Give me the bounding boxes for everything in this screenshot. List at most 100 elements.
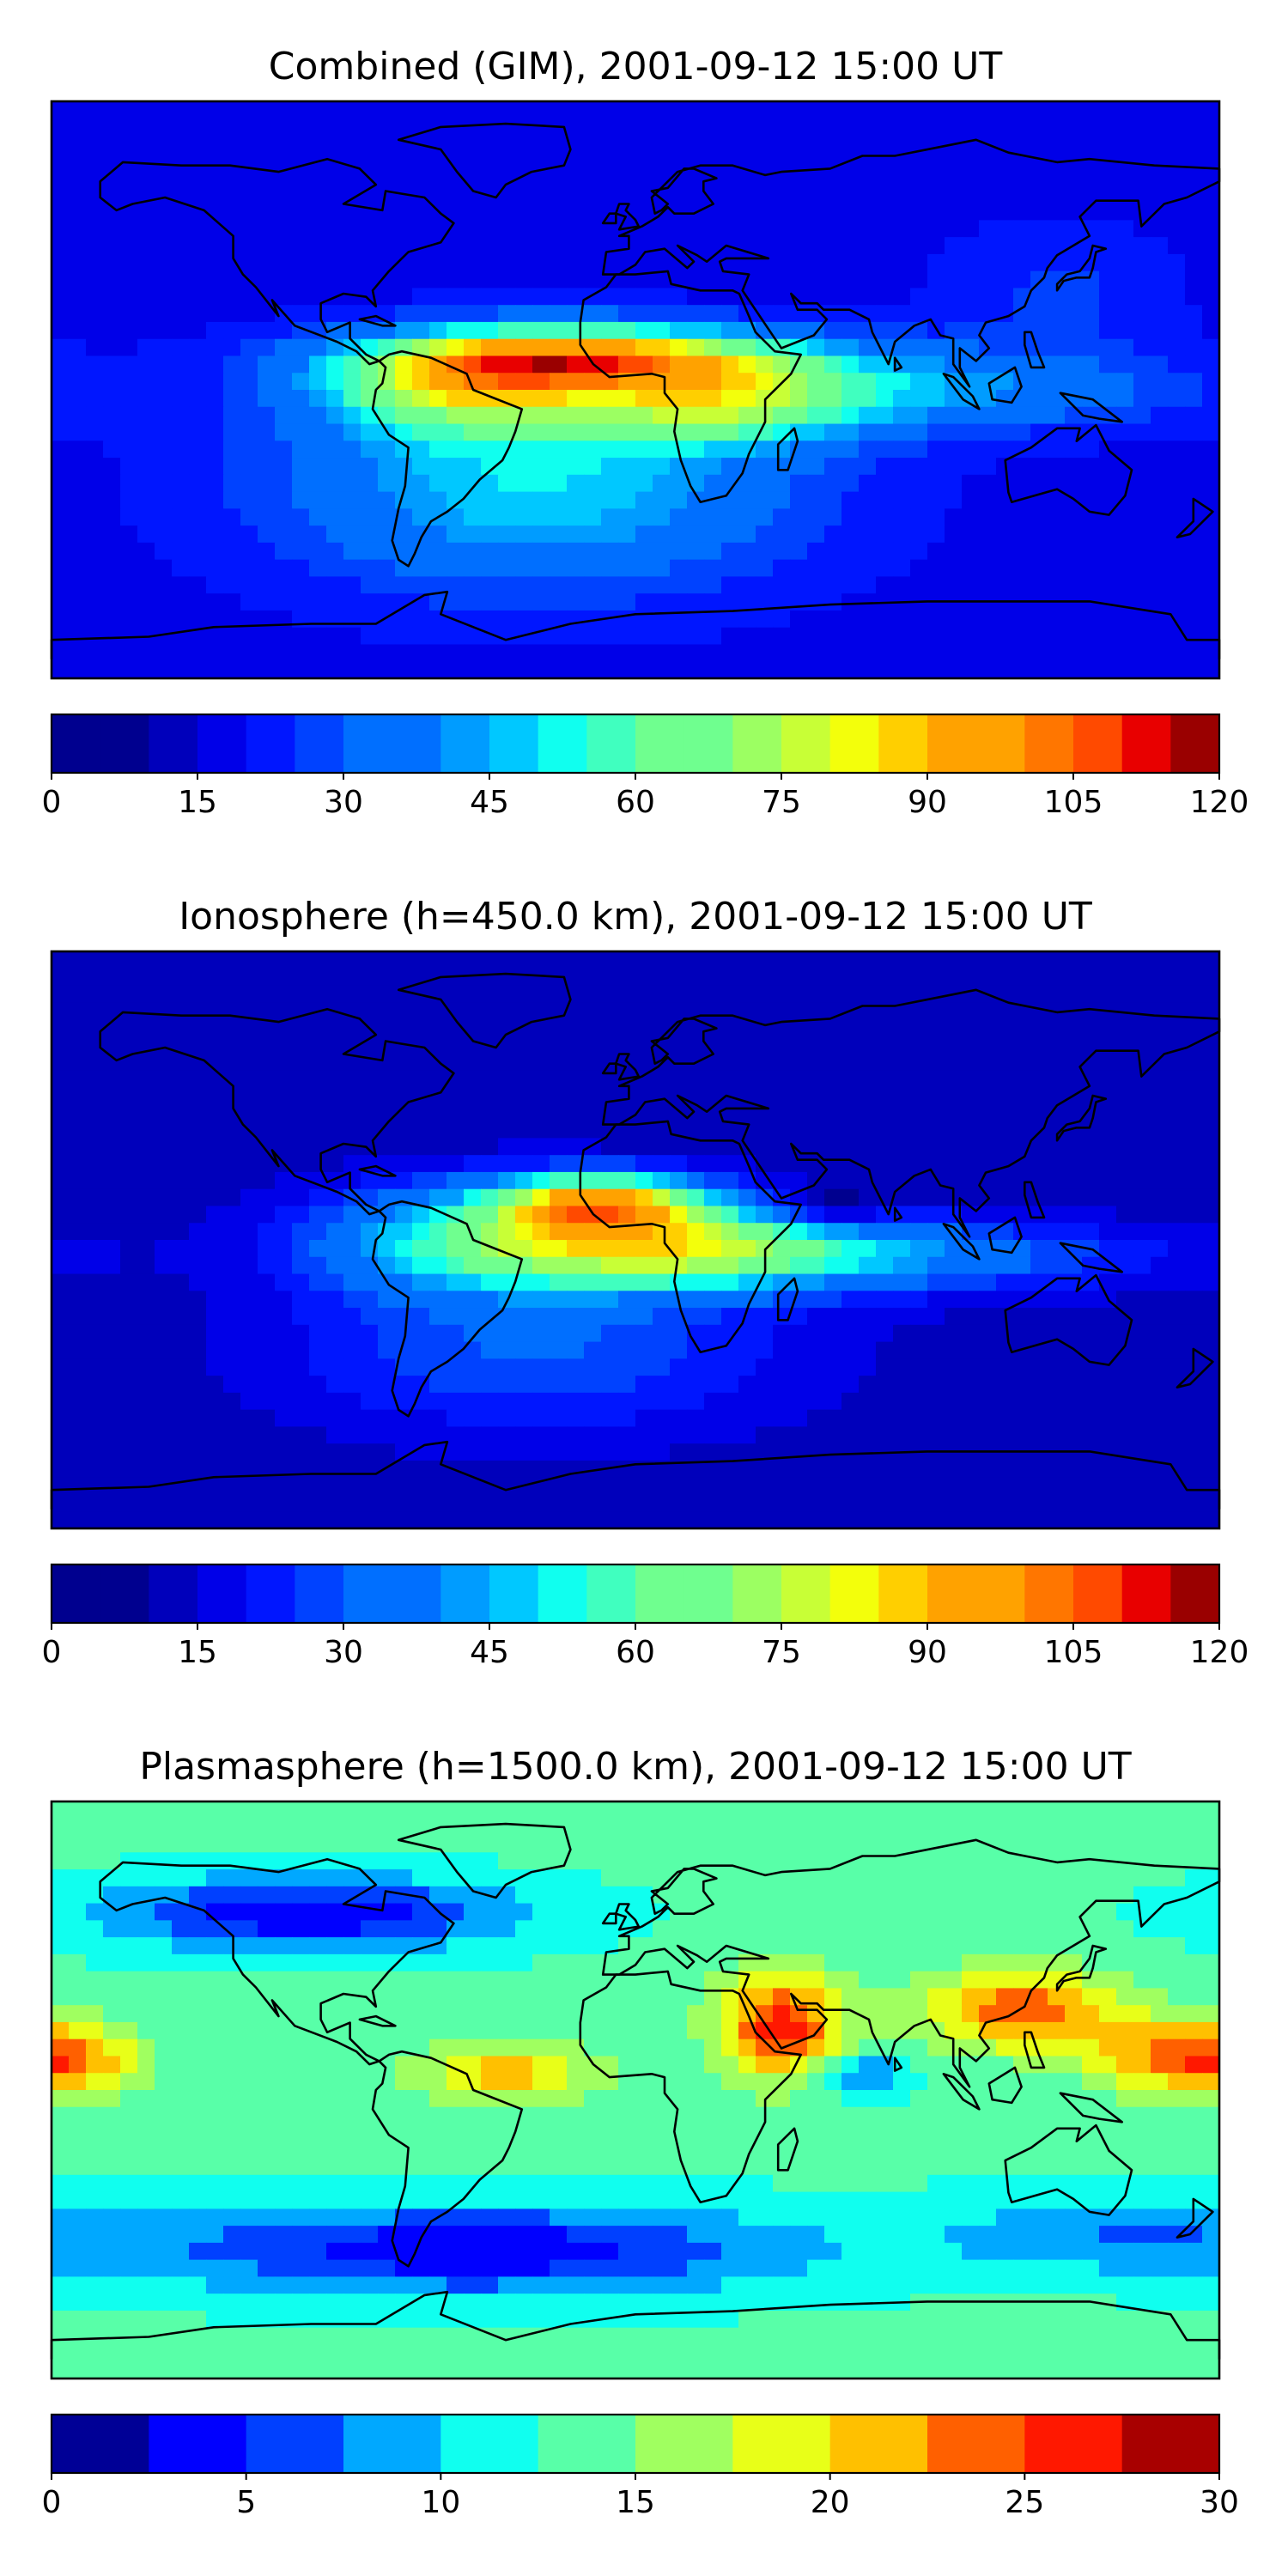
map-cell: [515, 220, 533, 238]
map-cell: [927, 1188, 945, 1207]
map-cell: [532, 423, 550, 441]
map-cell: [447, 1291, 465, 1309]
map-cell: [258, 338, 276, 357]
map-cell: [635, 508, 653, 526]
map-cell: [155, 644, 173, 662]
map-cell: [979, 1155, 997, 1173]
map-cell: [979, 951, 997, 969]
map-cell: [670, 951, 688, 969]
map-cell: [876, 1835, 894, 1853]
map-cell: [1099, 1511, 1117, 1529]
map-cell: [704, 661, 722, 679]
map-cell: [429, 1155, 447, 1173]
map-cell: [86, 1138, 104, 1156]
map-cell: [859, 253, 877, 272]
map-cell: [601, 288, 619, 306]
map-cell: [52, 610, 70, 629]
map-cell: [1030, 1121, 1048, 1139]
map-cell: [1168, 1273, 1186, 1291]
map-cell: [52, 491, 70, 509]
map-cell: [292, 1818, 310, 1837]
map-cell: [120, 305, 138, 323]
map-cell: [412, 1103, 430, 1122]
map-cell: [721, 1019, 739, 1037]
map-cell: [773, 1324, 791, 1343]
map-cell: [807, 1223, 825, 1241]
map-cell: [996, 355, 1014, 374]
map-cell: [635, 1426, 653, 1444]
map-cell: [1013, 185, 1031, 204]
map-cell: [378, 593, 396, 611]
map-cell: [790, 576, 808, 594]
map-cell: [258, 951, 276, 969]
map-cell: [1030, 1240, 1048, 1258]
map-cell: [275, 1358, 293, 1376]
map-cell: [1099, 220, 1117, 238]
map-cell: [1133, 1188, 1151, 1207]
map-cell: [532, 305, 550, 323]
map-cell: [859, 1426, 877, 1444]
map-cell: [584, 1801, 602, 1820]
map-cell: [584, 1121, 602, 1139]
map-cell: [464, 1138, 482, 1156]
map-cell: [1151, 440, 1169, 459]
map-cell: [687, 1426, 705, 1444]
map-cell: [395, 118, 413, 137]
map-cell: [962, 1087, 980, 1105]
map-cell: [859, 185, 877, 204]
coastline-north-america: [99, 157, 455, 366]
map-cell: [756, 610, 774, 629]
map-cell: [223, 253, 241, 272]
map-cell: [962, 1256, 980, 1275]
map-cell: [859, 1138, 877, 1156]
map-cell: [876, 220, 894, 238]
map-cell: [343, 491, 361, 509]
map-cell: [412, 1801, 430, 1820]
map-cell: [1202, 1256, 1220, 1275]
map-cell: [1030, 1087, 1048, 1105]
map-cell: [515, 1188, 533, 1207]
map-cell: [258, 1138, 276, 1156]
map-cell: [1168, 355, 1186, 374]
map-cell: [515, 1171, 533, 1190]
map-cell: [343, 203, 361, 221]
map-cell: [275, 185, 293, 204]
map-cell: [343, 1121, 361, 1139]
map-cell: [309, 1138, 327, 1156]
map-cell: [996, 406, 1014, 425]
map-cell: [1185, 576, 1203, 594]
map-cell: [429, 1494, 447, 1512]
map-cell: [52, 1256, 70, 1275]
map-cell: [790, 185, 808, 204]
map-cell: [343, 951, 361, 969]
map-cell: [1168, 253, 1186, 272]
map-cell: [464, 610, 482, 629]
map-cell: [807, 1019, 825, 1037]
map-cell: [962, 321, 980, 340]
map-cell: [893, 390, 911, 408]
map-cell: [756, 152, 774, 170]
map-cell: [103, 1273, 121, 1291]
map-cell: [498, 576, 516, 594]
map-cell: [1082, 1291, 1100, 1309]
map-cell: [172, 1426, 190, 1444]
map-cell: [738, 474, 756, 493]
map-cell: [172, 491, 190, 509]
map-cell: [240, 542, 258, 561]
map-cell: [670, 1138, 688, 1156]
map-cell: [1151, 576, 1169, 594]
map-cell: [206, 1494, 224, 1512]
map-cell: [1202, 1291, 1220, 1309]
map-cell: [567, 152, 585, 170]
map-cell: [1048, 1223, 1066, 1241]
map-cell: [1065, 1426, 1083, 1444]
coastline-south-america: [371, 349, 524, 568]
map-cell: [618, 968, 636, 987]
map-cell: [378, 220, 396, 238]
map-cell: [807, 1053, 825, 1071]
map-cell: [361, 152, 379, 170]
map-cell: [567, 237, 585, 255]
map-cell: [481, 1409, 499, 1428]
map-cell: [704, 1273, 722, 1291]
map-cell: [1030, 373, 1048, 391]
